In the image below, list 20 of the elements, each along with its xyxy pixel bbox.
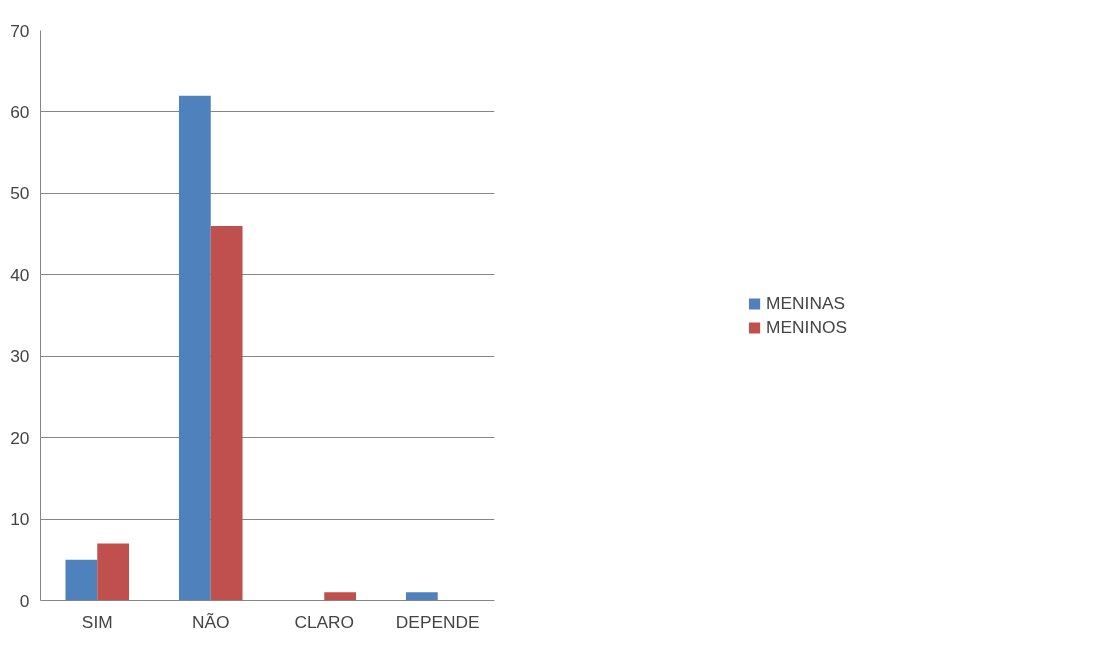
legend-label: MENINOS (766, 316, 847, 338)
bar (405, 592, 438, 601)
y-tick-label: 70 (10, 20, 30, 41)
bar (65, 559, 98, 601)
bar (210, 225, 243, 601)
bar (178, 95, 211, 601)
y-tick-label: 10 (10, 509, 30, 530)
y-tick-label: 30 (10, 346, 30, 367)
y-tick-label: 40 (10, 264, 30, 285)
x-tick-label: NÃO (191, 611, 230, 632)
legend-label: MENINAS (766, 292, 846, 314)
y-tick-label: 50 (10, 183, 30, 204)
y-tick-label: 20 (10, 427, 30, 448)
x-tick-label: SIM (81, 611, 113, 632)
bar (97, 543, 130, 601)
x-tick-label: DEPENDE (395, 611, 480, 632)
bar (324, 592, 357, 601)
y-tick-label: 0 (19, 590, 30, 611)
y-tick-label: 60 (10, 101, 30, 122)
x-tick-label: CLARO (294, 611, 355, 632)
